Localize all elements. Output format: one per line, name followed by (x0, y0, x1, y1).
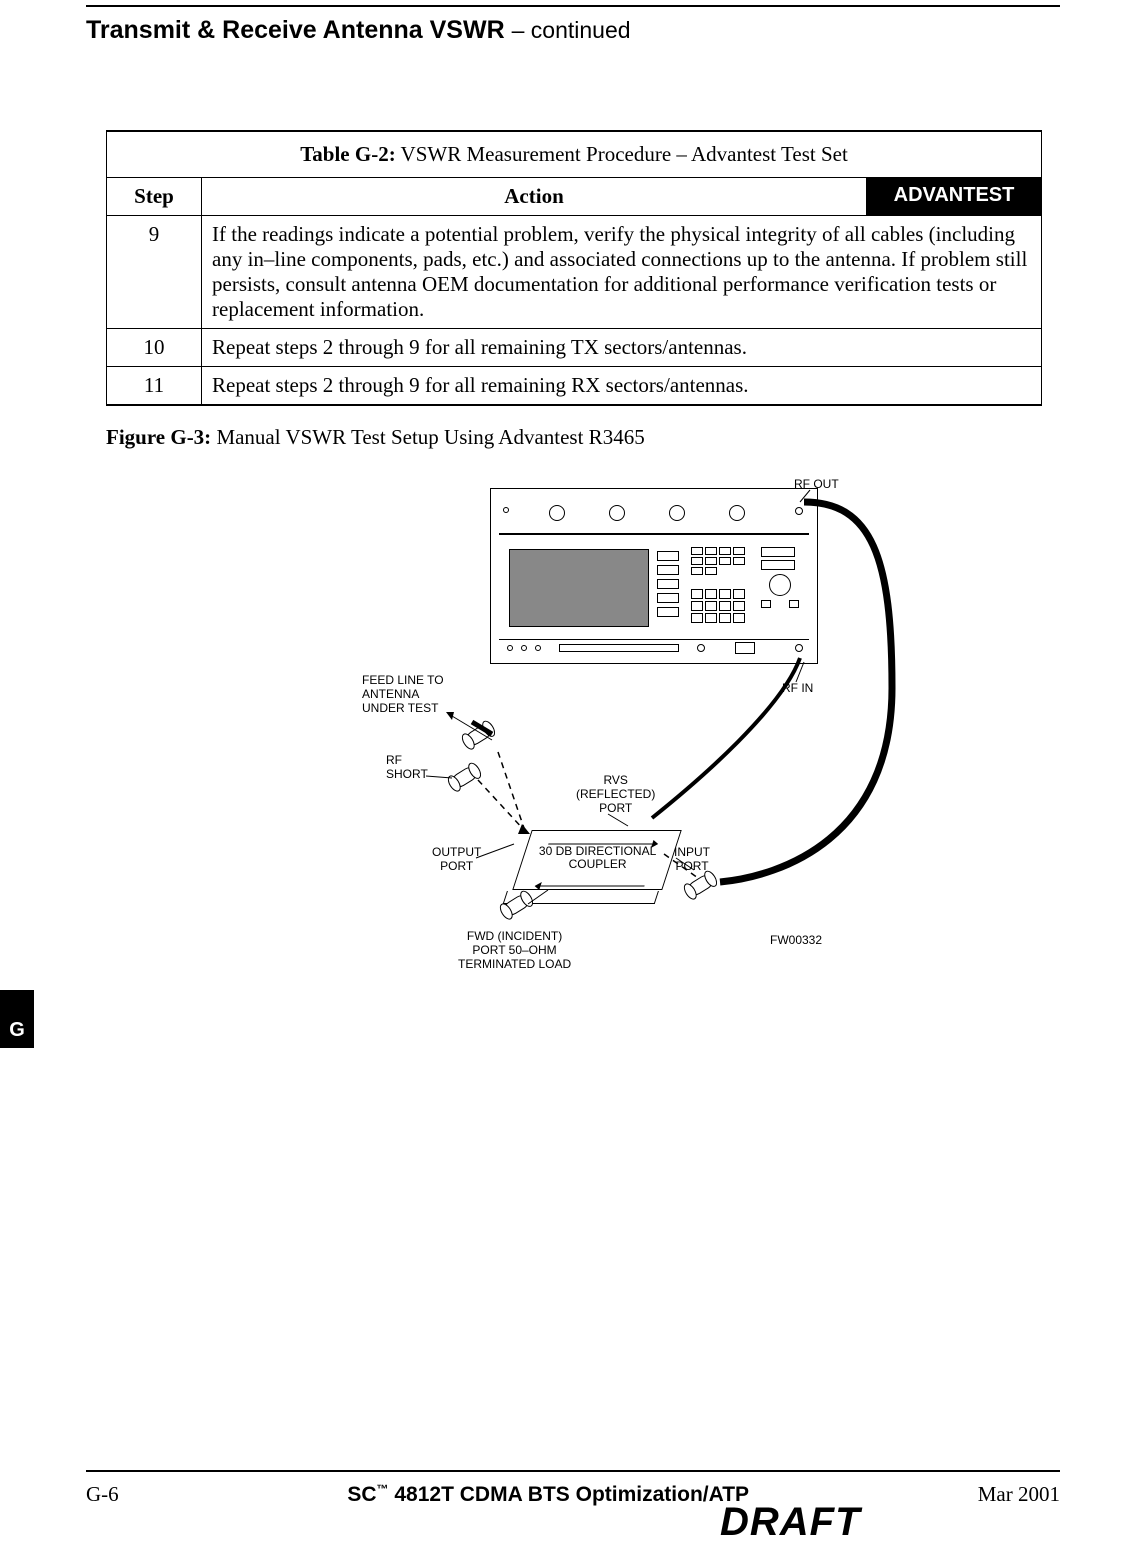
coupler-label: 30 DB DIRECTIONAL COUPLER (524, 845, 672, 871)
softkeys (657, 551, 685, 621)
dot-icon (507, 645, 513, 651)
table-caption-text: VSWR Measurement Procedure – Advantest T… (396, 142, 848, 166)
dot-icon (697, 644, 705, 652)
heading-continued: – continued (512, 17, 631, 43)
heading-title: Transmit & Receive Antenna VSWR (86, 16, 505, 44)
table-row: 10 Repeat steps 2 through 9 for all rema… (107, 329, 1042, 367)
softkey-icon (657, 593, 679, 603)
arrow-icon (789, 600, 799, 608)
softkey-icon (657, 579, 679, 589)
arrow-icon (535, 877, 648, 885)
right-controls (761, 547, 799, 608)
divider (499, 533, 809, 535)
card-slot-icon (735, 642, 755, 654)
label-rf-in: RF IN (782, 682, 813, 696)
table-header-row: Step Action ADVANTEST (107, 178, 1042, 216)
knob-icon (609, 505, 625, 521)
label-rf-short: RF SHORT (386, 754, 428, 782)
screen-icon (509, 549, 649, 627)
side-tab-label: G (9, 1019, 25, 1042)
knob-icon (729, 505, 745, 521)
instrument-top (499, 499, 809, 535)
footer-title-tm: ™ (377, 1482, 389, 1496)
softkey-icon (657, 565, 679, 575)
footer-date: Mar 2001 (978, 1482, 1060, 1507)
instrument-bottom (499, 639, 809, 657)
label-rf-out: RF OUT (794, 478, 839, 492)
label-input-port: INPUT PORT (674, 846, 710, 874)
draft-watermark: DRAFT (720, 1500, 861, 1545)
button-icon (761, 547, 795, 557)
indicator-dot (503, 507, 509, 513)
directional-coupler-icon: 30 DB DIRECTIONAL COUPLER (512, 830, 681, 890)
dial-icon (769, 574, 791, 596)
step-cell: 9 (107, 216, 202, 329)
table-title-row: Table G-2: VSWR Measurement Procedure – … (107, 131, 1042, 178)
table-row: 9 If the readings indicate a potential p… (107, 216, 1042, 329)
table-caption-label: Table G-2: (300, 142, 395, 166)
softkey-icon (657, 551, 679, 561)
side-tab-upper (0, 990, 34, 1012)
function-buttons (691, 547, 755, 577)
figure-caption-text: Manual VSWR Test Setup Using Advantest R… (211, 425, 645, 449)
footer-page: G-6 (86, 1482, 119, 1507)
instrument-box (490, 488, 818, 664)
action-cell: If the readings indicate a potential pro… (202, 216, 1042, 329)
connector-icon (459, 719, 498, 754)
procedure-table: Table G-2: VSWR Measurement Procedure – … (106, 130, 1042, 406)
label-feed-line: FEED LINE TO ANTENNA UNDER TEST (362, 674, 444, 715)
rf-in-port-icon (795, 644, 803, 652)
side-tab: G (0, 1012, 34, 1048)
footer-title-rest: 4812T CDMA BTS Optimization/ATP (394, 1483, 749, 1506)
table-row: 11 Repeat steps 2 through 9 for all rema… (107, 367, 1042, 406)
knob-icon (549, 505, 565, 521)
page-heading: Transmit & Receive Antenna VSWR – contin… (86, 16, 631, 45)
label-rvs-port: RVS (REFLECTED) PORT (576, 774, 655, 815)
connector-icon (445, 761, 484, 796)
top-rule (86, 5, 1060, 7)
step-cell: 11 (107, 367, 202, 406)
figure-diagram: 30 DB DIRECTIONAL COUPLER RF OUT RF IN F… (352, 478, 972, 978)
step-cell: 10 (107, 329, 202, 367)
footer: G-6 SC™ 4812T CDMA BTS Optimization/ATP … (86, 1482, 1060, 1507)
col-step: Step (107, 178, 202, 216)
arrow-icon (549, 835, 662, 843)
action-cell: Repeat steps 2 through 9 for all remaini… (202, 367, 1042, 406)
col-brand: ADVANTEST (867, 178, 1042, 216)
rf-out-port-icon (795, 507, 803, 515)
figure-caption-label: Figure G-3: (106, 425, 211, 449)
softkey-icon (657, 607, 679, 617)
action-cell: Repeat steps 2 through 9 for all remaini… (202, 329, 1042, 367)
dot-icon (535, 645, 541, 651)
footer-title: SC™ 4812T CDMA BTS Optimization/ATP (347, 1482, 749, 1507)
footer-rule (86, 1470, 1060, 1472)
button-icon (761, 560, 795, 570)
dot-icon (521, 645, 527, 651)
label-fwcode: FW00332 (770, 934, 822, 948)
figure-caption: Figure G-3: Manual VSWR Test Setup Using… (106, 425, 645, 450)
footer-title-pre: SC (347, 1483, 376, 1506)
table-caption-cell: Table G-2: VSWR Measurement Procedure – … (107, 131, 1042, 178)
knob-icon (669, 505, 685, 521)
arrow-icon (761, 600, 771, 608)
keypad (691, 589, 751, 623)
col-action: Action (202, 178, 867, 216)
instrument-mid (499, 543, 809, 635)
label-output-port: OUTPUT PORT (432, 846, 481, 874)
label-fwd-port: FWD (INCIDENT) PORT 50–OHM TERMINATED LO… (458, 930, 571, 971)
slot-icon (559, 644, 679, 652)
